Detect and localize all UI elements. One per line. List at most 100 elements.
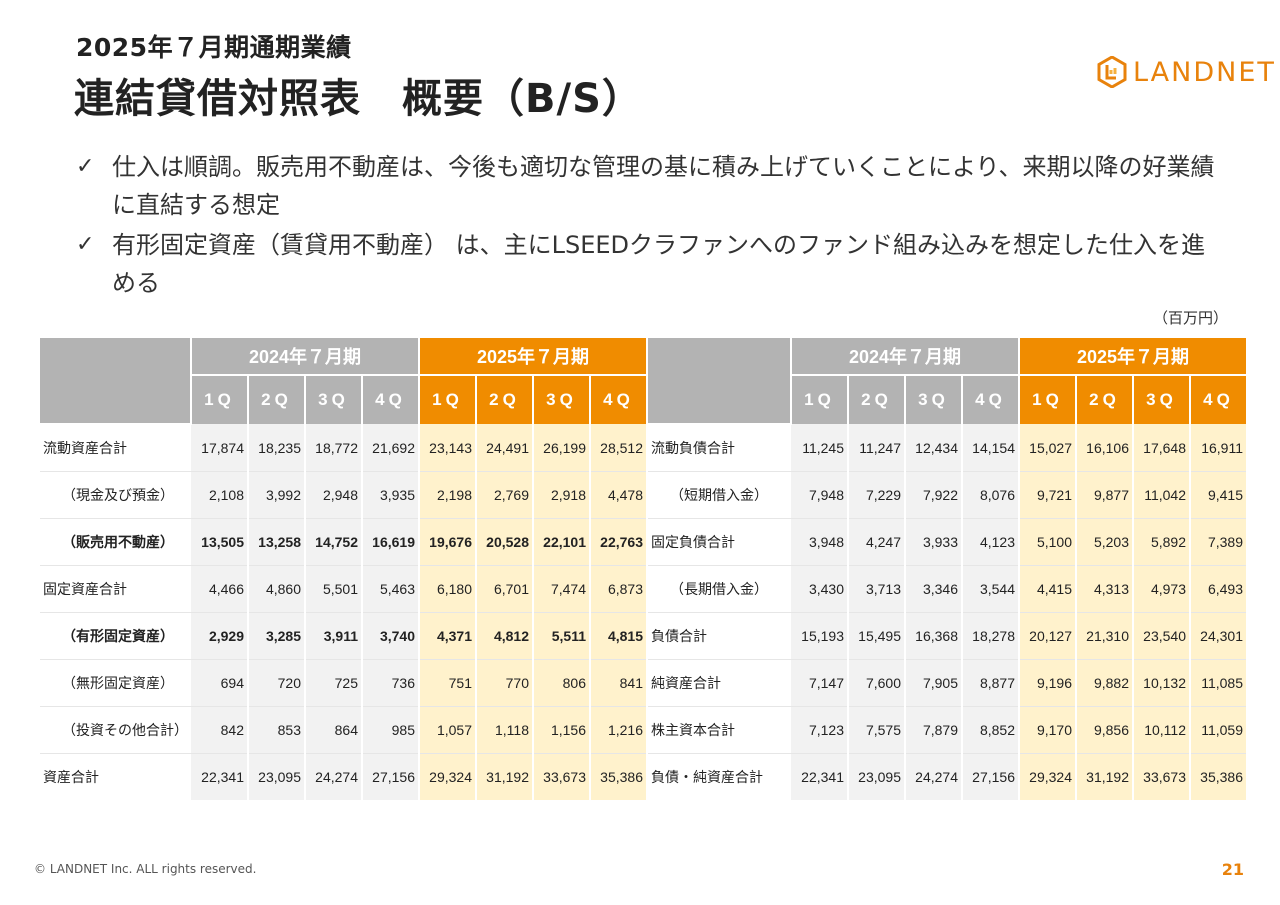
quarter-header: 1Q (791, 375, 849, 424)
liability-value-cell: 11,085 (1190, 659, 1248, 707)
table-row: （販売用不動産） 13,505 13,258 14,752 16,619 19,676 20… (40, 518, 1248, 566)
quarter-header: 3Q (305, 375, 363, 424)
liability-value-cell: 5,892 (1133, 518, 1191, 566)
liability-value-cell: 9,721 (1019, 471, 1077, 519)
asset-value-cell: 1,216 (590, 706, 648, 754)
asset-value-cell: 3,935 (362, 471, 420, 519)
asset-value-cell: 3,911 (305, 612, 363, 660)
liability-value-cell: 9,170 (1019, 706, 1077, 754)
quarter-header: 1Q (191, 375, 249, 424)
bullet-item: ✓ 有形固定資産（賃貸用不動産） は、主にLSEEDクラファンへのファンド組み込… (76, 226, 1226, 302)
liability-value-cell: 10,132 (1133, 659, 1191, 707)
balance-sheet-body: 流動資産合計 17,874 18,235 18,772 21,692 23,143 24,4… (40, 424, 1248, 800)
liability-value-cell: 35,386 (1190, 753, 1248, 800)
asset-value-cell: 3,285 (248, 612, 306, 660)
liability-value-cell: 7,123 (791, 706, 849, 754)
table-row: （有形固定資産） 2,929 3,285 3,911 3,740 4,371 4,812 5,… (40, 612, 1248, 660)
liability-value-cell: 3,430 (791, 565, 849, 613)
row-label-liability: 負債合計 (647, 612, 791, 660)
quarter-header-row: 1Q 2Q 3Q 4Q 1Q 2Q 3Q 4Q 1Q 2Q 3Q 4Q 1Q 2… (40, 375, 1248, 424)
asset-value-cell: 842 (191, 706, 249, 754)
asset-value-cell: 35,386 (590, 753, 648, 800)
page-title: 連結貸借対照表 概要（B/S） (74, 76, 643, 122)
period-header-2024: 2024年７月期 (191, 338, 420, 376)
liability-value-cell: 11,042 (1133, 471, 1191, 519)
asset-value-cell: 21,692 (362, 424, 420, 472)
asset-value-cell: 33,673 (533, 753, 591, 800)
asset-value-cell: 6,180 (419, 565, 477, 613)
liability-value-cell: 21,310 (1076, 612, 1134, 660)
table-row: （無形固定資産） 694 720 725 736 751 770 806 841 純資産合計 7,1… (40, 659, 1248, 707)
liability-value-cell: 17,648 (1133, 424, 1191, 472)
asset-value-cell: 1,118 (476, 706, 534, 754)
liability-value-cell: 27,156 (962, 753, 1020, 800)
liability-value-cell: 9,196 (1019, 659, 1077, 707)
liability-value-cell: 7,575 (848, 706, 906, 754)
liability-value-cell: 15,495 (848, 612, 906, 660)
asset-value-cell: 4,466 (191, 565, 249, 613)
balance-sheet-table: 2024年７月期 2025年７月期 2024年７月期 2025年７月期 1Q 2… (40, 338, 1248, 800)
asset-value-cell: 26,199 (533, 424, 591, 472)
liability-value-cell: 5,100 (1019, 518, 1077, 566)
bullet-text: 有形固定資産（賃貸用不動産） は、主にLSEEDクラファンへのファンド組み込みを… (112, 231, 1206, 297)
asset-value-cell: 3,740 (362, 612, 420, 660)
liability-value-cell: 9,415 (1190, 471, 1248, 519)
asset-value-cell: 725 (305, 659, 363, 707)
liability-value-cell: 4,313 (1076, 565, 1134, 613)
liability-value-cell: 7,948 (791, 471, 849, 519)
quarter-header: 4Q (1190, 375, 1248, 424)
asset-value-cell: 4,371 (419, 612, 477, 660)
asset-value-cell: 22,341 (191, 753, 249, 800)
liability-value-cell: 14,154 (962, 424, 1020, 472)
asset-value-cell: 4,815 (590, 612, 648, 660)
row-label-liability: 固定負債合計 (647, 518, 791, 566)
page-subtitle: 2025年７月期通期業績 (76, 33, 352, 62)
liability-value-cell: 9,877 (1076, 471, 1134, 519)
liability-value-cell: 24,274 (905, 753, 963, 800)
quarter-header: 4Q (362, 375, 420, 424)
asset-value-cell: 736 (362, 659, 420, 707)
asset-value-cell: 853 (248, 706, 306, 754)
bullet-item: ✓ 仕入は順調。販売用不動産は、今後も適切な管理の基に積み上げていくことにより、… (76, 148, 1226, 224)
liability-value-cell: 15,193 (791, 612, 849, 660)
quarter-header: 2Q (1076, 375, 1134, 424)
quarter-header: 4Q (590, 375, 648, 424)
liability-value-cell: 16,911 (1190, 424, 1248, 472)
liability-value-cell: 7,229 (848, 471, 906, 519)
asset-value-cell: 31,192 (476, 753, 534, 800)
liability-value-cell: 8,852 (962, 706, 1020, 754)
liability-value-cell: 15,027 (1019, 424, 1077, 472)
quarter-header: 3Q (533, 375, 591, 424)
liability-value-cell: 7,905 (905, 659, 963, 707)
quarter-header: 3Q (1133, 375, 1191, 424)
table-row: （投資その他合計） 842 853 864 985 1,057 1,118 1,156 1,21… (40, 706, 1248, 754)
period-header-2025: 2025年７月期 (1019, 338, 1248, 376)
asset-value-cell: 5,463 (362, 565, 420, 613)
liability-value-cell: 4,973 (1133, 565, 1191, 613)
liability-value-cell: 3,346 (905, 565, 963, 613)
asset-value-cell: 841 (590, 659, 648, 707)
liability-value-cell: 5,203 (1076, 518, 1134, 566)
liability-value-cell: 11,247 (848, 424, 906, 472)
asset-value-cell: 23,095 (248, 753, 306, 800)
liability-value-cell: 4,247 (848, 518, 906, 566)
asset-value-cell: 24,274 (305, 753, 363, 800)
asset-value-cell: 16,619 (362, 518, 420, 566)
table-row: （現金及び預金） 2,108 3,992 2,948 3,935 2,198 2,769 2,… (40, 471, 1248, 519)
row-label-asset: （販売用不動産） (40, 518, 191, 566)
asset-value-cell: 3,992 (248, 471, 306, 519)
asset-value-cell: 14,752 (305, 518, 363, 566)
asset-value-cell: 806 (533, 659, 591, 707)
asset-value-cell: 28,512 (590, 424, 648, 472)
quarter-header: 1Q (419, 375, 477, 424)
liability-value-cell: 4,415 (1019, 565, 1077, 613)
row-label-asset: 流動資産合計 (40, 424, 191, 472)
row-label-liability: 負債・純資産合計 (651, 769, 763, 785)
liability-value-cell: 4,123 (962, 518, 1020, 566)
asset-value-cell: 720 (248, 659, 306, 707)
row-label-asset: 固定資産合計 (40, 565, 191, 613)
asset-value-cell: 19,676 (419, 518, 477, 566)
liability-value-cell: 7,389 (1190, 518, 1248, 566)
liability-value-cell: 3,933 (905, 518, 963, 566)
quarter-header: 1Q (1019, 375, 1077, 424)
